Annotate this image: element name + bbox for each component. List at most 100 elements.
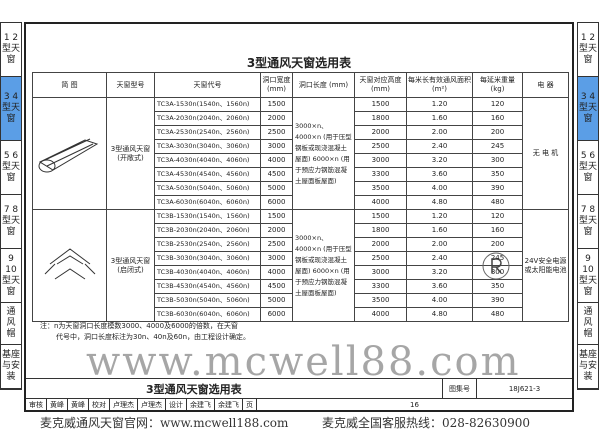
weight-cell: 160 bbox=[472, 223, 523, 238]
model-cell: 3型通风天窗 (启闭式) bbox=[106, 209, 155, 322]
area-cell: 3.20 bbox=[406, 265, 473, 280]
area-cell: 2.40 bbox=[406, 139, 473, 154]
side-tab[interactable]: 1 2 型天窗 bbox=[578, 23, 598, 77]
weight-cell: 390 bbox=[472, 181, 523, 196]
area-cell: 2.00 bbox=[406, 237, 473, 252]
diagram-cell bbox=[32, 97, 107, 210]
side-tab[interactable]: 7 8 型天窗 bbox=[578, 195, 598, 249]
signature-field: 余建飞 bbox=[215, 399, 243, 410]
registered-mark-icon bbox=[482, 252, 510, 280]
header-code: 天窗代号 bbox=[154, 72, 261, 98]
area-cell: 4.00 bbox=[406, 293, 473, 308]
width-cell: 6000 bbox=[260, 195, 293, 210]
area-cell: 3.60 bbox=[406, 167, 473, 182]
area-cell: 4.00 bbox=[406, 181, 473, 196]
weight-cell: 350 bbox=[472, 279, 523, 294]
open-window-diagram-icon bbox=[38, 138, 98, 173]
code-cell: TC3B-4530n(4540n、4560n) bbox=[154, 279, 261, 294]
header-model: 天窗型号 bbox=[106, 72, 155, 98]
side-tabs-right: 1 2 型天窗 3 4 型天窗 5 6 型天窗 7 8 型天窗 9 10 型天窗通 风 … bbox=[577, 22, 599, 390]
width-cell: 3000 bbox=[260, 139, 293, 154]
height-cell: 3500 bbox=[354, 181, 407, 196]
header-diagram: 简 图 bbox=[32, 72, 107, 98]
electric-cell: 无 电 机 bbox=[522, 97, 569, 210]
model-cell: 3型通风天窗 (开敞式) bbox=[106, 97, 155, 210]
area-cell: 1.60 bbox=[406, 111, 473, 126]
side-tab[interactable]: 7 8 型天窗 bbox=[1, 195, 21, 249]
side-tab[interactable]: 基座与安装 bbox=[578, 345, 598, 389]
table-row: TC3B-6030n(6040n、6060n) 6000 4000 4.80 480 bbox=[33, 307, 569, 322]
width-cell: 2500 bbox=[260, 125, 293, 140]
code-cell: TC3B-3030n(3040n、3060n) bbox=[154, 251, 261, 266]
width-cell: 4000 bbox=[260, 265, 293, 280]
height-cell: 1500 bbox=[354, 97, 407, 112]
width-cell: 2000 bbox=[260, 111, 293, 126]
side-tab[interactable]: 5 6 型天窗 bbox=[1, 141, 21, 195]
height-cell: 1800 bbox=[354, 111, 407, 126]
height-cell: 3000 bbox=[354, 153, 407, 168]
weight-cell: 350 bbox=[472, 167, 523, 182]
table-row: TC3A-6030n(6040n、6060n) 6000 4000 4.80 480 bbox=[33, 195, 569, 210]
footer-hotline: 麦克威全国客服热线：028-82630900 bbox=[322, 416, 531, 430]
weight-cell: 200 bbox=[472, 237, 523, 252]
width-cell: 3000 bbox=[260, 251, 293, 266]
weight-cell: 480 bbox=[472, 307, 523, 322]
area-cell: 3.60 bbox=[406, 279, 473, 294]
note-line: 代号中，洞口长度标注为30n、40n及60n，由工程设计确定。 bbox=[56, 333, 251, 341]
signature-field: 卢理杰 bbox=[138, 399, 166, 410]
header-width: 洞口宽度 (mm) bbox=[260, 72, 293, 98]
side-tab[interactable]: 9 10 型天窗 bbox=[578, 249, 598, 303]
title-block-name: 3型通风天窗选用表 bbox=[146, 383, 242, 396]
page-title: 3型通风天窗选用表 bbox=[246, 56, 352, 70]
area-cell: 1.60 bbox=[406, 223, 473, 238]
width-cell: 1500 bbox=[260, 97, 293, 112]
area-cell: 3.20 bbox=[406, 153, 473, 168]
code-cell: TC3A-6030n(6040n、6060n) bbox=[154, 195, 261, 210]
code-cell: TC3B-1530n(1540n、1560n) bbox=[154, 209, 261, 224]
side-tab[interactable]: 3 4 型天窗 bbox=[1, 77, 21, 141]
height-cell: 3300 bbox=[354, 279, 407, 294]
title-block: 3型通风天窗选用表 图集号 18J621-3 审核 黄峰 黄峰 校对 卢理杰 卢理杰 设计余… bbox=[26, 378, 572, 410]
weight-cell: 160 bbox=[472, 111, 523, 126]
weight-cell: 480 bbox=[472, 195, 523, 210]
side-tab[interactable]: 3 4 型天窗 bbox=[578, 77, 598, 141]
table-row: TC3A-4530n(4540n、4560n) 4500 3300 3.60 350 bbox=[33, 167, 569, 182]
header-height: 天窗对应高度 (mm) bbox=[354, 72, 407, 98]
side-tab[interactable]: 9 10 型天窗 bbox=[1, 249, 21, 303]
weight-cell: 300 bbox=[472, 153, 523, 168]
selection-table: 简 图 天窗型号 天窗代号 洞口宽度 (mm) 洞口长度 (mm) 天窗对应高度… bbox=[32, 72, 569, 322]
side-tab[interactable]: 5 6 型天窗 bbox=[578, 141, 598, 195]
signature-field: 审核 bbox=[26, 399, 47, 410]
weight-cell: 200 bbox=[472, 125, 523, 140]
signature-field: 卢理杰 bbox=[110, 399, 138, 410]
area-cell: 4.80 bbox=[406, 195, 473, 210]
code-cell: TC3A-3030n(3040n、3060n) bbox=[154, 139, 261, 154]
code-cell: TC3A-5030n(5040n、5060n) bbox=[154, 181, 261, 196]
electric-cell: 24V安全电源或太阳能电池 bbox=[522, 209, 569, 322]
height-cell: 2500 bbox=[354, 139, 407, 154]
height-cell: 4000 bbox=[354, 195, 407, 210]
code-cell: TC3B-6030n(6040n、6060n) bbox=[154, 307, 261, 322]
side-tab[interactable]: 基座与安装 bbox=[1, 345, 21, 389]
code-cell: TC3A-4030n(4040n、4060n) bbox=[154, 153, 261, 168]
side-tabs-left: 1 2 型天窗 3 4 型天窗 5 6 型天窗 7 8 型天窗 9 10 型天窗通 风 … bbox=[0, 22, 22, 390]
side-tab[interactable]: 通 风 帽 bbox=[1, 303, 21, 345]
signature-field: 黄峰 bbox=[68, 399, 89, 410]
width-cell: 4000 bbox=[260, 153, 293, 168]
side-tab[interactable]: 1 2 型天窗 bbox=[1, 23, 21, 77]
table-row: TC3B-5030n(5040n、5060n) 5000 3500 4.00 390 bbox=[33, 293, 569, 308]
code-cell: TC3B-4030n(4040n、4060n) bbox=[154, 265, 261, 280]
height-cell: 2500 bbox=[354, 251, 407, 266]
table-row: TC3A-4030n(4040n、4060n) 4000 3000 3.20 300 bbox=[33, 153, 569, 168]
area-cell: 4.80 bbox=[406, 307, 473, 322]
width-cell: 5000 bbox=[260, 293, 293, 308]
signature-row: 审核 黄峰 黄峰 校对 卢理杰 卢理杰 设计 余建飞 余建飞页 16 bbox=[26, 398, 572, 410]
signature-field: 校对 bbox=[89, 399, 110, 410]
header-length: 洞口长度 (mm) bbox=[292, 72, 355, 98]
table-row: TC3A-5030n(5040n、5060n) 5000 3500 4.00 390 bbox=[33, 181, 569, 196]
side-tab[interactable]: 通 风 帽 bbox=[578, 303, 598, 345]
height-cell: 1500 bbox=[354, 209, 407, 224]
height-cell: 2000 bbox=[354, 125, 407, 140]
code-cell: TC3A-4530n(4540n、4560n) bbox=[154, 167, 261, 182]
height-cell: 2000 bbox=[354, 237, 407, 252]
